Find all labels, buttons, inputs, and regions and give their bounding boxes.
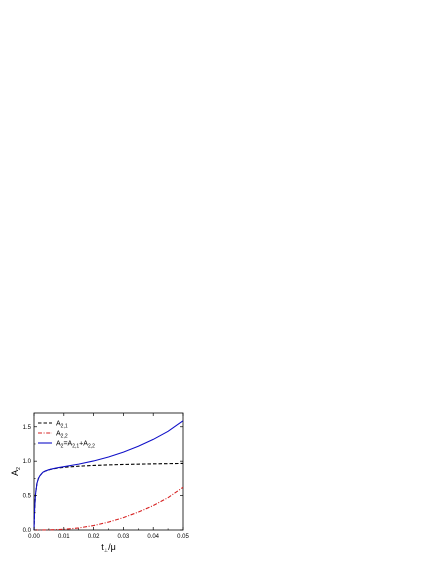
- legend-label-part: =A: [63, 441, 72, 448]
- legend-label-part: 2,1: [72, 444, 79, 450]
- y-axis-title-sub: 2: [16, 467, 22, 470]
- legend-label-part: +A: [79, 441, 88, 448]
- x-tick-label: 0.05: [177, 534, 189, 540]
- x-tick-label: 0.01: [58, 534, 70, 540]
- y-axis-title-main: A: [10, 470, 20, 476]
- y-axis-title: A2: [10, 467, 22, 476]
- legend-label-1: A2,1: [56, 421, 68, 430]
- legend-label-part: 2: [61, 444, 64, 450]
- x-tick-label: 0.02: [88, 534, 100, 540]
- legend-label-part: A: [56, 421, 61, 428]
- legend-label-part: 2,2: [61, 434, 68, 440]
- legend-label-part: 2,2: [88, 444, 95, 450]
- legend-label-3: A2=A2,1+A2,2: [56, 441, 95, 450]
- y-tick-label: 0.5: [23, 494, 32, 500]
- x-axis-title-sub: ⊥: [104, 548, 108, 554]
- x-axis-title: t⊥/μ: [101, 542, 116, 554]
- y-tick-label: 0.0: [23, 528, 32, 534]
- y-tick-label: 1.5: [23, 425, 32, 431]
- x-axis-title-main: t: [101, 542, 104, 552]
- legend-label-2: A2,2: [56, 431, 68, 440]
- x-axis-title-suffix: /μ: [108, 542, 116, 552]
- series-line-3: [33, 420, 184, 531]
- x-tick-label: 0.00: [28, 534, 40, 540]
- series-line-1: [33, 462, 184, 531]
- x-tick-label: 0.04: [147, 534, 159, 540]
- legend-label-part: A: [56, 431, 61, 438]
- legend-label-part: 2,1: [61, 424, 68, 430]
- x-tick-label: 0.03: [118, 534, 130, 540]
- y-tick-label: 1.0: [23, 459, 32, 465]
- legend-label-part: A: [56, 441, 61, 448]
- series-line-2: [33, 486, 184, 531]
